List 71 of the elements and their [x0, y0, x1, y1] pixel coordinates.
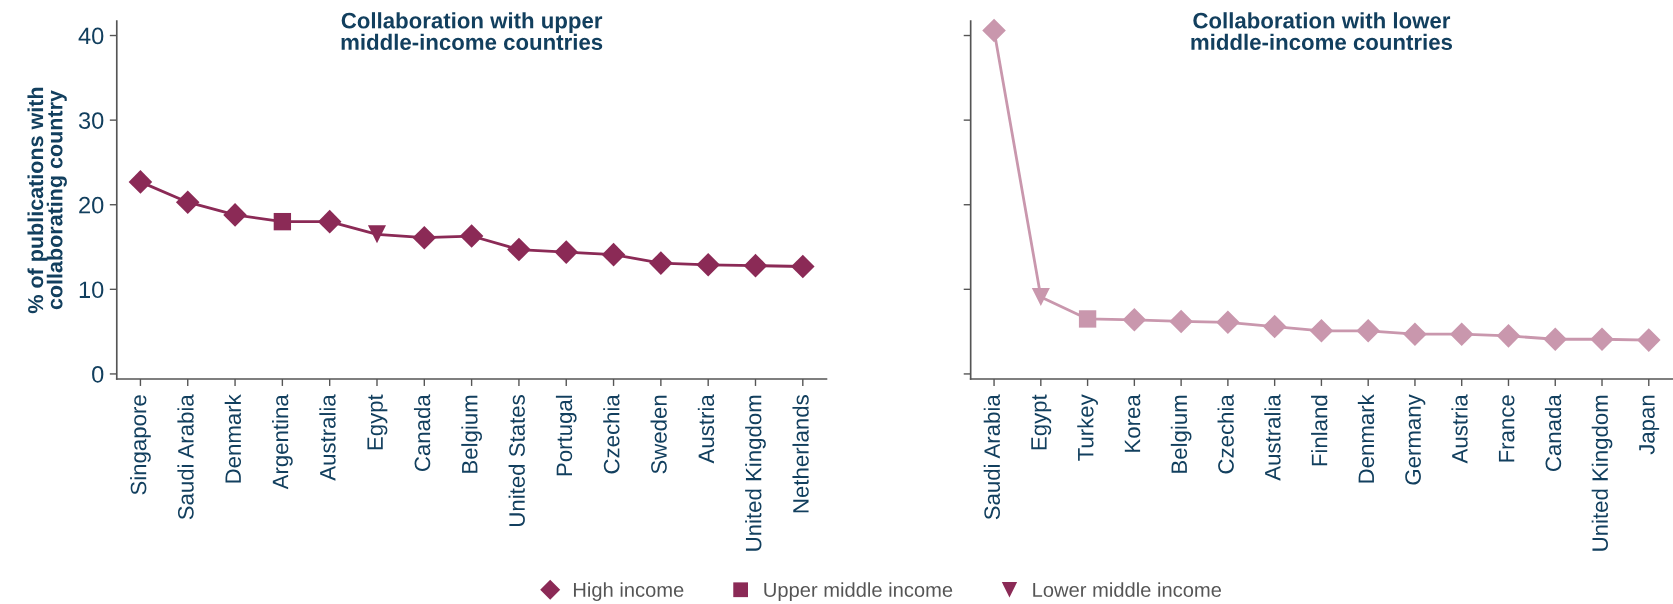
x-tick-label: Portugal — [555, 395, 577, 476]
point — [317, 209, 342, 234]
x-tick-label: Belgium — [461, 395, 482, 473]
x-tick-label: Egypt — [367, 394, 388, 450]
legend-label: Upper middle income — [764, 582, 953, 601]
point — [223, 203, 247, 227]
point — [1636, 328, 1661, 352]
point — [554, 240, 579, 264]
x-tick-label: Saudi Arabia — [983, 394, 1001, 520]
point — [175, 190, 200, 214]
x-tick-label: Czechia — [603, 394, 620, 474]
point — [696, 253, 720, 277]
y-tick-label: 30 — [78, 112, 104, 129]
point — [1496, 324, 1521, 348]
x-tick-label: Finland — [1311, 395, 1328, 466]
x-tick-label: Australia — [319, 394, 336, 481]
legend-label: Lower middle income — [1033, 582, 1222, 597]
point — [128, 170, 153, 194]
x-tick-label: Saudi Arabia — [177, 394, 194, 520]
point — [982, 18, 1006, 43]
point — [367, 225, 387, 244]
point — [412, 225, 437, 250]
point — [1403, 322, 1427, 346]
legend-label: High income — [573, 582, 684, 601]
point — [791, 254, 815, 279]
y-tick-label: 20 — [79, 196, 104, 214]
point — [507, 237, 531, 262]
x-tick-label: Canada — [413, 394, 431, 471]
x-tick-label: Germany — [1405, 394, 1426, 485]
chart-title: Collaboration with upper middle-income countries — [341, 12, 603, 51]
point — [273, 212, 292, 231]
x-tick-label: Australia — [1264, 394, 1281, 481]
x-tick-label: Canada — [1544, 394, 1562, 471]
point — [459, 224, 484, 248]
point — [649, 251, 673, 275]
x-tick-label: France — [1498, 395, 1515, 462]
x-tick-label: Austria — [1451, 394, 1468, 464]
x-tick-label: Sweden — [650, 395, 667, 474]
point — [1216, 310, 1240, 335]
x-tick-label: Denmark — [1357, 394, 1375, 483]
y-tick-label: 40 — [78, 27, 104, 45]
point — [1449, 322, 1474, 346]
x-tick-label: Austria — [697, 394, 715, 464]
y-axis-title: % of publications with collaborating country — [27, 87, 67, 314]
x-tick-label: United Kingdom — [1591, 395, 1613, 551]
point — [1309, 319, 1334, 343]
point — [1356, 319, 1380, 343]
x-tick-label: United Kingdom — [745, 395, 766, 551]
point — [1590, 327, 1614, 352]
point — [743, 253, 768, 278]
x-tick-label: Japan — [1639, 395, 1660, 455]
x-tick-label: United States — [508, 395, 525, 526]
x-tick-label: Singapore — [130, 395, 151, 495]
x-tick-label: Egypt — [1031, 394, 1052, 450]
point — [1078, 310, 1097, 328]
point — [601, 242, 626, 267]
x-tick-label: Turkey — [1077, 394, 1098, 461]
point — [1169, 309, 1193, 334]
x-tick-label: Czechia — [1217, 394, 1234, 474]
point — [1543, 327, 1568, 352]
point — [1122, 308, 1147, 332]
x-tick-label: Netherlands — [792, 395, 809, 513]
chart-title: Collaboration with lower middle-income countries — [1191, 12, 1453, 51]
point — [1031, 287, 1050, 306]
x-tick-label: Argentina — [272, 394, 293, 490]
x-tick-label: Korea — [1124, 394, 1141, 452]
y-tick-label: 10 — [79, 281, 104, 299]
x-tick-label: Belgium — [1170, 395, 1192, 473]
y-tick-label: 0 — [92, 366, 104, 383]
x-tick-label: Denmark — [224, 394, 242, 483]
point — [1262, 314, 1287, 339]
